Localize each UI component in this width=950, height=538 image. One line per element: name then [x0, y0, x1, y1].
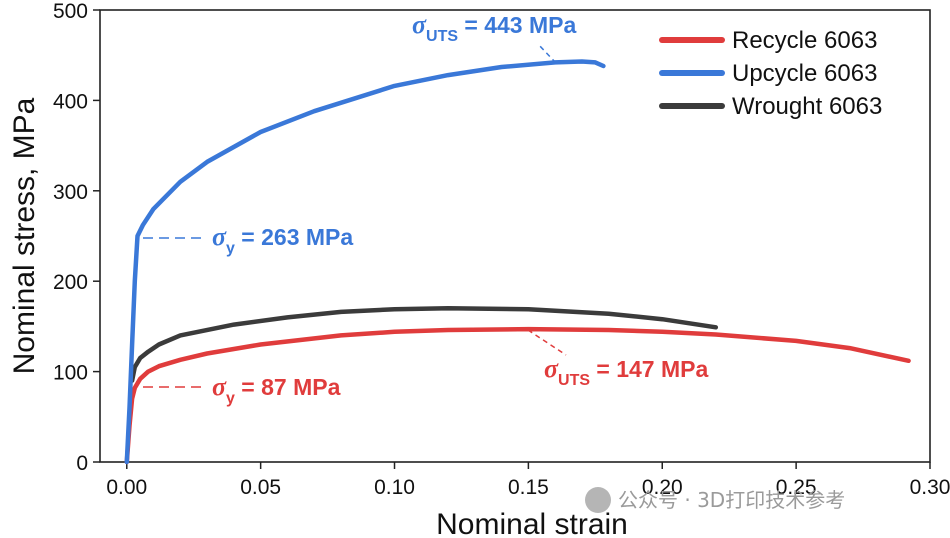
- series-layer: [124, 59, 911, 465]
- watermark: 公众号 · 3D打印技术参考: [585, 487, 845, 513]
- series-line-upcycle: [124, 59, 606, 465]
- y-axis-title: Nominal stress, MPa: [8, 97, 41, 374]
- annotation-uts-upcycle: σUTS = 443 MPa: [412, 10, 576, 45]
- plot-frame: [99, 9, 931, 463]
- y-tick-label: 200: [53, 271, 88, 294]
- y-tick-label: 100: [53, 362, 88, 385]
- y-tick-label: 300: [53, 181, 88, 204]
- legend-label-upcycle: Upcycle 6063: [732, 60, 877, 87]
- annotation-uts-recycle: σUTS = 147 MPa: [544, 354, 708, 389]
- y-tick-label: 0: [76, 452, 88, 475]
- x-tick-label: 0.20: [642, 476, 683, 499]
- x-axis-title: Nominal strain: [436, 508, 628, 538]
- uts-recycle-leader: [527, 329, 567, 356]
- watermark-text: 公众号 · 3D打印技术参考: [618, 488, 845, 512]
- x-tick-label: 0.30: [910, 476, 950, 499]
- x-tick-label: 0.00: [106, 476, 147, 499]
- series-line-recycle: [124, 326, 911, 465]
- series-line-wrought: [129, 306, 719, 383]
- x-tick-label: 0.15: [508, 476, 549, 499]
- y-tick-label: 400: [53, 90, 88, 113]
- annotation-leaders: [143, 43, 567, 388]
- x-tick-label: 0.10: [374, 476, 415, 499]
- axis-ticks: 0.00 0.05 0.10 0.15 0.20 0.25 0.30 0 100 200 300 40…: [53, 0, 950, 499]
- legend-label-wrought: Wrought 6063: [732, 93, 882, 120]
- y-tick-label: 500: [53, 0, 88, 23]
- x-tick-label: 0.25: [776, 476, 817, 499]
- wechat-icon: [585, 487, 611, 513]
- legend: Recycle 6063 Upcycle 6063 Wrought 6063: [659, 27, 882, 120]
- annotation-yield-upcycle: σy = 263 MPa: [212, 222, 353, 257]
- uts-upcycle-leader: [537, 43, 557, 64]
- legend-label-recycle: Recycle 6063: [732, 27, 877, 54]
- x-tick-label: 0.05: [240, 476, 281, 499]
- annotation-yield-recycle: σy = 87 MPa: [212, 372, 341, 407]
